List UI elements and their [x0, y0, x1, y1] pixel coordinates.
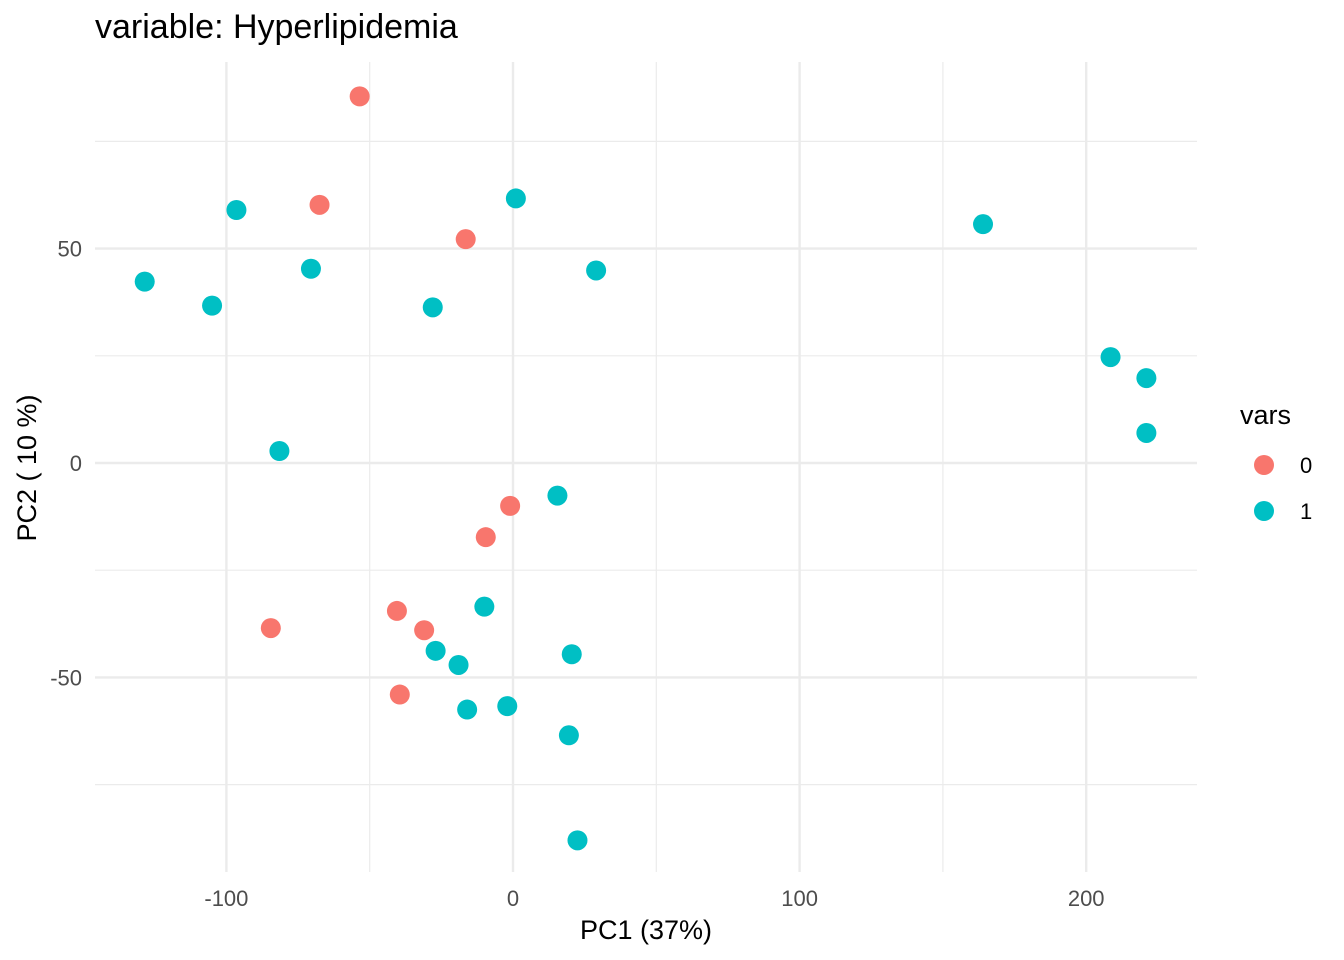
data-point-1: [586, 260, 607, 281]
data-point-1: [300, 258, 321, 279]
x-axis-ticks: -100 0 100 200: [204, 886, 1104, 911]
data-point-1: [226, 200, 247, 221]
data-point-1: [558, 725, 579, 746]
plot-grid: [95, 62, 1197, 872]
legend-title: vars: [1240, 400, 1291, 430]
data-point-1: [474, 596, 495, 617]
data-point-1: [1136, 422, 1157, 443]
data-point-0: [309, 194, 330, 215]
data-point-1: [1136, 368, 1157, 389]
data-point-0: [386, 600, 407, 621]
data-point-0: [260, 618, 281, 639]
y-axis-ticks: -50 0 50: [50, 237, 82, 691]
data-point-1: [1100, 347, 1121, 368]
data-point-1: [505, 188, 526, 209]
y-axis-title: PC2 ( 10 %): [12, 394, 42, 541]
x-axis-title: PC1 (37%): [580, 915, 712, 945]
data-point-1: [567, 830, 588, 851]
data-point-1: [448, 654, 469, 675]
data-point-1: [457, 699, 478, 720]
data-point-1: [561, 644, 582, 665]
data-point-1: [269, 440, 290, 461]
x-tick-label: -100: [204, 886, 248, 911]
legend-label-1: 1: [1300, 499, 1312, 524]
legend-key-1: [1254, 501, 1274, 521]
data-point-1: [497, 696, 518, 717]
data-point-0: [500, 495, 521, 516]
x-tick-label: 100: [781, 886, 818, 911]
y-tick-label: 50: [58, 237, 82, 262]
data-point-0: [455, 229, 476, 250]
y-tick-label: 0: [70, 451, 82, 476]
legend-key-0: [1254, 455, 1274, 475]
data-point-1: [547, 485, 568, 506]
data-point-0: [475, 527, 496, 548]
legend: vars 0 1: [1240, 400, 1312, 524]
x-tick-label: 0: [507, 886, 519, 911]
legend-label-0: 0: [1300, 453, 1312, 478]
data-point-1: [425, 640, 446, 661]
data-point-1: [973, 214, 994, 235]
data-point-0: [349, 86, 370, 107]
data-point-0: [389, 684, 410, 705]
data-point-1: [134, 271, 155, 292]
data-point-1: [202, 295, 223, 316]
data-point-0: [414, 620, 435, 641]
chart-title: variable: Hyperlipidemia: [95, 8, 458, 46]
x-tick-label: 200: [1068, 886, 1105, 911]
data-point-1: [422, 297, 443, 318]
y-tick-label: -50: [50, 665, 82, 690]
plot-points: [134, 86, 1157, 851]
